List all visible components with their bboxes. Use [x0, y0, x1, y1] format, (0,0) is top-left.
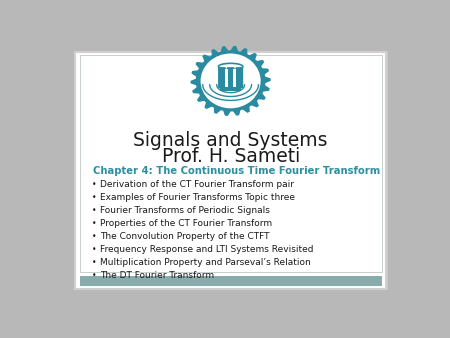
Text: The DT Fourier Transform: The DT Fourier Transform	[100, 271, 214, 280]
Text: Derivation of the CT Fourier Transform pair: Derivation of the CT Fourier Transform p…	[100, 180, 294, 189]
FancyBboxPatch shape	[80, 276, 382, 286]
FancyBboxPatch shape	[225, 69, 228, 88]
Text: •: •	[92, 232, 96, 241]
Text: Prof. H. Sameti: Prof. H. Sameti	[162, 147, 300, 166]
FancyBboxPatch shape	[235, 67, 243, 88]
Text: •: •	[92, 258, 96, 267]
FancyBboxPatch shape	[234, 69, 236, 88]
Text: •: •	[92, 193, 96, 202]
FancyBboxPatch shape	[76, 52, 386, 289]
Text: •: •	[92, 245, 96, 254]
FancyBboxPatch shape	[74, 51, 387, 290]
FancyBboxPatch shape	[218, 67, 226, 88]
FancyBboxPatch shape	[227, 67, 234, 88]
Text: Properties of the CT Fourier Transform: Properties of the CT Fourier Transform	[100, 219, 272, 228]
Text: Chapter 4: The Continuous Time Fourier Transform: Chapter 4: The Continuous Time Fourier T…	[93, 167, 380, 176]
Text: •: •	[92, 206, 96, 215]
Polygon shape	[190, 46, 271, 116]
FancyBboxPatch shape	[220, 87, 241, 91]
Text: •: •	[92, 271, 96, 280]
Text: Multiplication Property and Parseval’s Relation: Multiplication Property and Parseval’s R…	[100, 258, 310, 267]
Text: •: •	[92, 180, 96, 189]
Text: Signals and Systems: Signals and Systems	[133, 131, 328, 150]
Text: Fourier Transforms of Periodic Signals: Fourier Transforms of Periodic Signals	[100, 206, 270, 215]
Text: •: •	[92, 219, 96, 228]
Text: The Convolution Property of the CTFT: The Convolution Property of the CTFT	[100, 232, 270, 241]
Text: Examples of Fourier Transforms Topic three: Examples of Fourier Transforms Topic thr…	[100, 193, 295, 202]
Ellipse shape	[199, 52, 262, 110]
Text: Frequency Response and LTI Systems Revisited: Frequency Response and LTI Systems Revis…	[100, 245, 313, 254]
